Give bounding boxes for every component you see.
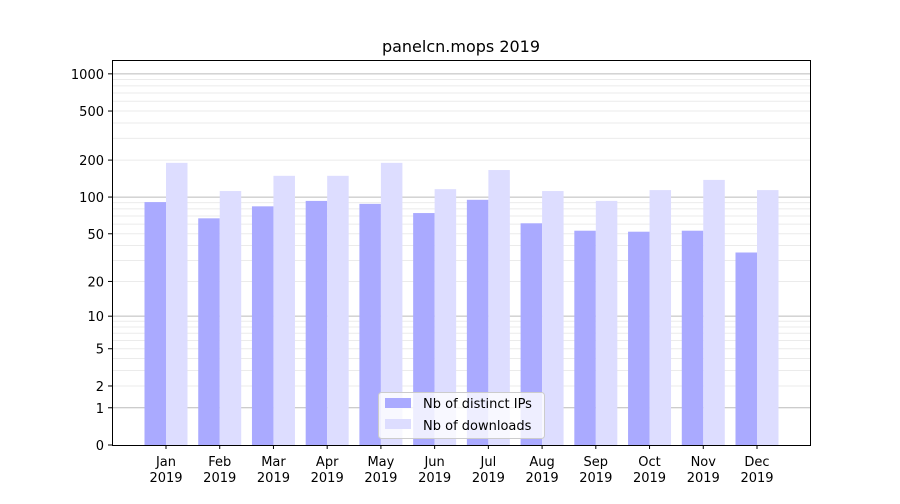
legend-label-ips: Nb of distinct IPs bbox=[423, 397, 532, 412]
bars bbox=[144, 162, 779, 446]
bar-downloads bbox=[273, 175, 295, 445]
bar-downloads bbox=[166, 162, 188, 445]
bar-downloads bbox=[488, 170, 510, 445]
bar-distinct-ips bbox=[305, 200, 328, 445]
x-tick-label: Jan 2019 bbox=[149, 455, 182, 486]
y-tick-label: 0 bbox=[96, 439, 104, 454]
bar-distinct-ips bbox=[574, 230, 596, 445]
bar-downloads bbox=[595, 200, 618, 445]
bar-downloads bbox=[380, 162, 403, 445]
bar-distinct-ips bbox=[520, 223, 543, 445]
x-tick-label: Apr 2019 bbox=[311, 455, 344, 486]
bar-downloads bbox=[327, 175, 349, 445]
bar-distinct-ips bbox=[628, 231, 650, 445]
y-tick-label: 200 bbox=[79, 154, 104, 169]
legend-swatch-downloads bbox=[385, 419, 411, 429]
bar-downloads bbox=[649, 190, 672, 445]
bar-distinct-ips bbox=[413, 213, 435, 445]
y-tick-label: 500 bbox=[79, 105, 104, 120]
x-tick-label: Jul 2019 bbox=[472, 455, 505, 486]
y-tick-label: 1 bbox=[96, 402, 104, 417]
bar-distinct-ips bbox=[466, 199, 489, 445]
x-tick-label: Jun 2019 bbox=[418, 455, 451, 486]
bar-distinct-ips bbox=[198, 218, 220, 445]
x-tick-label: May 2019 bbox=[364, 455, 397, 486]
y-tick-label: 50 bbox=[87, 228, 104, 243]
bar-downloads bbox=[703, 179, 725, 446]
chart-title: panelcn.mops 2019 bbox=[382, 37, 540, 56]
x-axis: Jan 2019 Feb 2019 Mar 2019 Apr 2019 May 2019 Jun 20… bbox=[149, 445, 774, 486]
x-tick-label: Oct 2019 bbox=[633, 455, 666, 486]
bar-distinct-ips bbox=[735, 252, 757, 445]
x-tick-label: Nov 2019 bbox=[687, 455, 720, 486]
y-tick-label: 20 bbox=[87, 275, 104, 290]
bar-downloads bbox=[219, 191, 242, 445]
bar-downloads bbox=[757, 190, 779, 445]
legend: Nb of distinct IPs Nb of downloads bbox=[378, 392, 545, 439]
bar-downloads bbox=[434, 189, 457, 445]
x-tick-label: Feb 2019 bbox=[203, 455, 236, 486]
x-tick-label: Aug 2019 bbox=[526, 455, 559, 486]
bar-distinct-ips bbox=[359, 203, 381, 445]
y-tick-label: 2 bbox=[96, 380, 104, 395]
bar-downloads bbox=[542, 191, 564, 445]
legend-label-downloads: Nb of downloads bbox=[423, 419, 532, 434]
legend-box bbox=[378, 392, 545, 439]
legend-swatch-ips bbox=[385, 398, 411, 408]
bar-distinct-ips bbox=[251, 206, 274, 445]
bar-distinct-ips bbox=[681, 230, 704, 445]
x-tick-label: Dec 2019 bbox=[740, 455, 773, 486]
plot-frame bbox=[112, 60, 811, 446]
y-axis: 0 1 2 5 10 20 50 100 200 500 1000 bbox=[71, 68, 112, 454]
x-tick-label: Mar 2019 bbox=[257, 455, 290, 486]
y-tick-label: 100 bbox=[79, 191, 104, 206]
bar-distinct-ips bbox=[144, 202, 166, 445]
y-tick-label: 5 bbox=[96, 343, 104, 358]
x-tick-label: Sep 2019 bbox=[579, 455, 612, 486]
y-tick-label: 1000 bbox=[71, 68, 104, 83]
y-tick-label: 10 bbox=[87, 310, 104, 325]
